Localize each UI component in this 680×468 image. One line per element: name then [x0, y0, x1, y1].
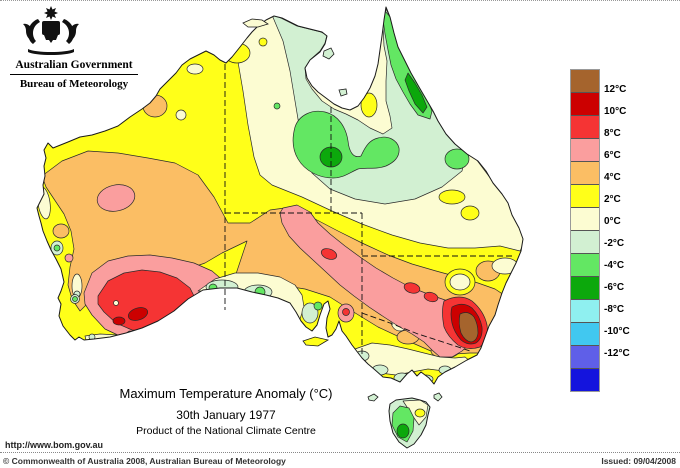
- coat-of-arms-icon: [23, 6, 79, 55]
- legend-label: 4°C: [604, 172, 621, 183]
- legend-labels: 12°C 10°C 8°C 6°C 4°C 2°C 0°C -2°C -4°C -6°C -8°C -…: [604, 1, 654, 401]
- legend-color-swatch: [571, 207, 599, 230]
- legend-color-swatch: [571, 253, 599, 276]
- footer-divider: [0, 452, 680, 453]
- legend-label: -4°C: [604, 260, 625, 271]
- legend-color-swatch: [571, 161, 599, 184]
- legend-color-swatch: [571, 184, 599, 207]
- legend-color-swatch: [571, 138, 599, 161]
- map-title: Maximum Temperature Anomaly (°C): [119, 386, 333, 401]
- legend-label: -6°C: [604, 282, 625, 293]
- islands: [242, 18, 443, 402]
- legend-color-swatch: [571, 276, 599, 299]
- legend-label: 10°C: [604, 106, 627, 117]
- legend-color-swatch: [571, 299, 599, 322]
- legend-color-swatch: [571, 92, 599, 115]
- legend-label: 6°C: [604, 150, 621, 161]
- legend-label: 2°C: [604, 194, 621, 205]
- legend-color-bar: [570, 69, 600, 392]
- legend-label: 0°C: [604, 216, 621, 227]
- legend-label: 8°C: [604, 128, 621, 139]
- legend-color-swatch: [571, 115, 599, 138]
- legend-label: -8°C: [604, 304, 625, 315]
- map-title-block: Maximum Temperature Anomaly (°C) 30th Ja…: [26, 386, 426, 437]
- issued-date: Issued: 09/04/2008: [601, 456, 676, 466]
- legend-color-swatch: [571, 368, 599, 391]
- legend-color-swatch: [571, 345, 599, 368]
- legend-label: -2°C: [604, 238, 625, 249]
- legend-color-swatch: [571, 70, 599, 92]
- bom-header: Australian Government Bureau of Meteorol…: [8, 5, 140, 90]
- coastline: [36, 6, 524, 449]
- legend-color-swatch: [571, 322, 599, 345]
- legend-label: -12°C: [604, 348, 630, 359]
- legend-color-swatch: [571, 230, 599, 253]
- copyright-text: © Commonwealth of Australia 2008, Austra…: [3, 456, 286, 466]
- map-date: 30th January 1977: [176, 408, 276, 422]
- crest-divider: [10, 74, 138, 75]
- map-product: Product of the National Climate Centre: [136, 425, 316, 437]
- legend-label: 12°C: [604, 84, 627, 95]
- state-borders: [224, 64, 512, 357]
- government-title: Australian Government: [15, 59, 133, 71]
- bom-url: http://www.bom.gov.au: [5, 440, 103, 450]
- legend-label: -10°C: [604, 326, 630, 337]
- bureau-title: Bureau of Meteorology: [19, 78, 129, 90]
